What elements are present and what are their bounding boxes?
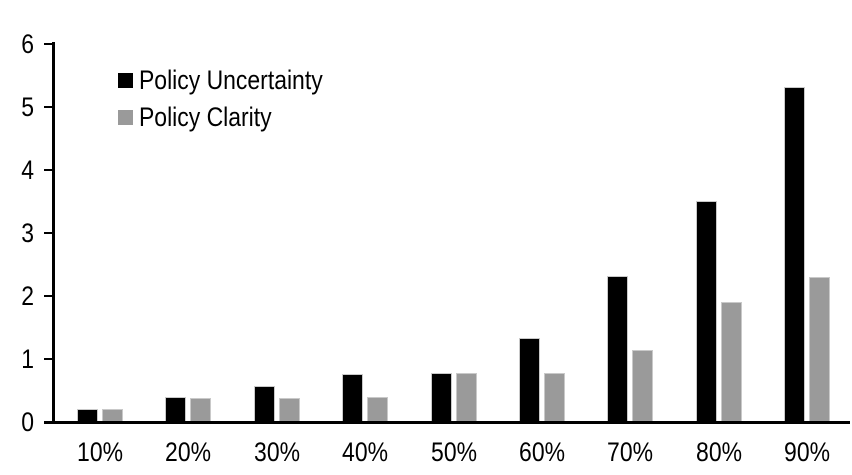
bar-policy-clarity-50	[456, 373, 477, 422]
x-category-label-10: 10%	[55, 437, 145, 468]
x-category-label-text: 70%	[607, 437, 654, 467]
x-category-label-40: 40%	[320, 437, 410, 468]
x-category-label-text: 80%	[695, 437, 742, 467]
y-tick-mark	[44, 357, 52, 361]
y-tick-label-text: 4	[21, 154, 34, 185]
bar-policy-uncertainty-30	[254, 386, 275, 422]
bar-policy-uncertainty-50	[431, 373, 452, 422]
y-axis-line	[52, 42, 55, 424]
y-tick-label-text: 6	[21, 28, 34, 59]
y-tick-mark	[44, 105, 52, 109]
bar-policy-uncertainty-40	[342, 374, 363, 422]
chart-legend: Policy Uncertainty Policy Clarity	[118, 65, 355, 144]
x-category-label-text: 20%	[165, 437, 212, 467]
x-category-label-text: 30%	[253, 437, 300, 467]
y-tick-label: 5	[0, 91, 34, 122]
y-tick-label: 0	[0, 406, 34, 437]
y-tick-mark	[44, 231, 52, 235]
y-tick-label: 1	[0, 343, 34, 374]
x-category-label-90: 90%	[762, 437, 852, 468]
x-category-label-60: 60%	[497, 437, 587, 468]
bar-policy-clarity-70	[632, 350, 653, 422]
legend-swatch-policy-uncertainty	[118, 73, 133, 88]
legend-swatch-policy-clarity	[118, 110, 133, 125]
y-tick-label-text: 0	[21, 406, 34, 437]
y-tick-label-text: 2	[21, 280, 34, 311]
x-category-label-70: 70%	[585, 437, 675, 468]
x-category-label-text: 40%	[342, 437, 389, 467]
legend-item-policy-uncertainty: Policy Uncertainty	[118, 65, 355, 95]
bar-policy-clarity-20	[190, 398, 211, 422]
bar-policy-clarity-80	[721, 302, 742, 422]
x-category-label-text: 60%	[519, 437, 565, 467]
y-tick-mark	[44, 294, 52, 298]
y-tick-label-text: 5	[21, 91, 34, 122]
y-tick-label: 3	[0, 217, 34, 248]
bar-policy-uncertainty-80	[696, 201, 717, 422]
y-tick-mark	[44, 168, 52, 172]
bar-policy-uncertainty-70	[607, 276, 628, 422]
bar-policy-uncertainty-20	[165, 397, 186, 422]
x-axis-line	[44, 420, 850, 424]
y-tick-label-text: 1	[21, 343, 34, 374]
x-category-label-text: 50%	[430, 437, 477, 467]
bar-policy-clarity-90	[809, 277, 830, 422]
legend-label: Policy Clarity	[139, 102, 272, 132]
bar-policy-clarity-40	[367, 397, 388, 422]
bar-policy-uncertainty-60	[519, 338, 540, 422]
x-category-label-50: 50%	[409, 437, 499, 468]
y-tick-mark	[44, 42, 52, 46]
y-tick-label-text: 3	[21, 217, 34, 248]
legend-item-policy-clarity: Policy Clarity	[118, 102, 355, 132]
bar-policy-clarity-60	[544, 373, 565, 422]
legend-label: Policy Uncertainty	[139, 65, 323, 95]
x-category-label-80: 80%	[674, 437, 764, 468]
x-category-label-text: 10%	[77, 437, 123, 467]
y-tick-label: 2	[0, 280, 34, 311]
x-category-label-20: 20%	[143, 437, 233, 468]
x-category-label-30: 30%	[232, 437, 322, 468]
bar-policy-uncertainty-90	[784, 87, 805, 422]
x-category-label-text: 90%	[784, 437, 831, 467]
y-tick-label: 4	[0, 154, 34, 185]
bar-policy-clarity-30	[279, 398, 300, 422]
y-tick-label: 6	[0, 28, 34, 59]
